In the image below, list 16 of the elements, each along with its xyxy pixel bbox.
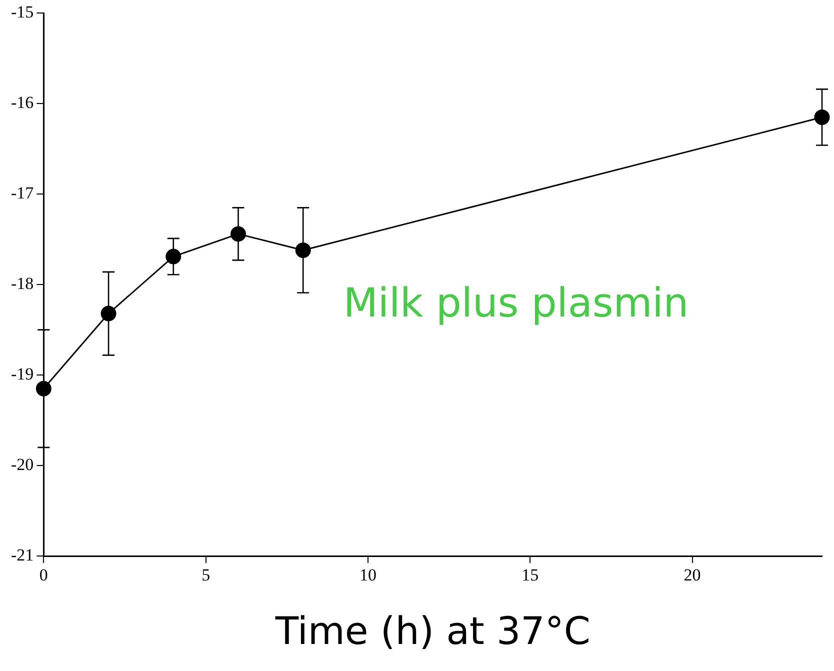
annotation: Milk plus plasmin xyxy=(343,280,689,327)
point xyxy=(100,306,116,322)
x-axis-title: Time (h) at 37°C xyxy=(274,609,590,654)
point xyxy=(814,109,830,125)
y-tick-label: -16 xyxy=(10,93,34,112)
x-tick-label: 10 xyxy=(359,566,376,585)
x-tick-label: 0 xyxy=(39,566,48,585)
y-tick-label: -21 xyxy=(10,545,34,564)
y-tick-label: -20 xyxy=(10,455,34,474)
x-tick-label: 5 xyxy=(202,566,210,585)
y-tick-label: -15 xyxy=(10,2,34,22)
y-tick-label: -18 xyxy=(10,274,34,294)
x-tick-label: 20 xyxy=(684,566,701,585)
x-tick-label: 15 xyxy=(522,566,539,585)
y-tick-label: -17 xyxy=(10,184,34,203)
y-tick-label: -19 xyxy=(10,364,34,384)
